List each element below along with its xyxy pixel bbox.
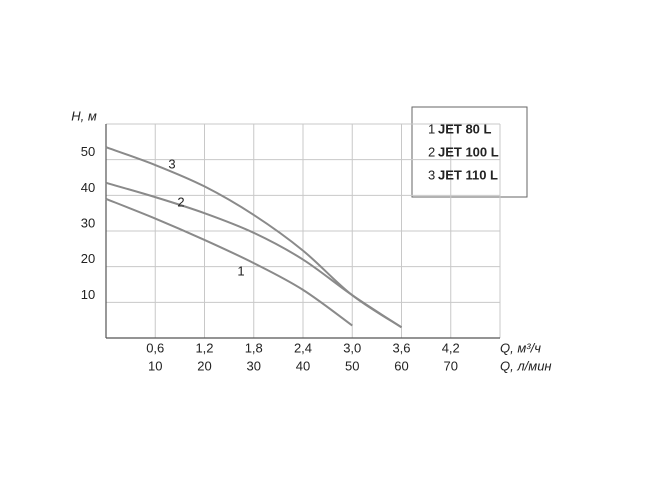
legend-number: 2 <box>428 144 435 159</box>
legend-number: 1 <box>428 121 435 136</box>
y-tick-label: 20 <box>81 251 95 266</box>
x-tick-label: 1,2 <box>195 340 213 355</box>
x-tick-label: 2,4 <box>294 340 312 355</box>
curve-label: 2 <box>177 194 184 209</box>
y-axis-label: H, м <box>71 108 97 123</box>
x2-tick-label: 50 <box>345 358 359 373</box>
legend-number: 3 <box>428 167 435 182</box>
x2-tick-label: 40 <box>296 358 310 373</box>
y-tick-label: 50 <box>81 144 95 159</box>
x2-tick-label: 70 <box>444 358 458 373</box>
legend-label: JET 110 L <box>438 167 498 182</box>
x2-tick-label: 30 <box>247 358 261 373</box>
curve-label: 3 <box>168 156 175 171</box>
legend-label: JET 100 L <box>438 144 499 159</box>
x-tick-label: 3,6 <box>392 340 410 355</box>
legend-box <box>411 106 528 198</box>
curve <box>105 197 353 327</box>
curve-label: 1 <box>237 263 244 278</box>
x-tick-label: 4,2 <box>442 340 460 355</box>
x-tick-label: 3,0 <box>343 340 361 355</box>
x2-axis-label: Q, л/мин <box>500 358 552 373</box>
x-tick-label: 1,8 <box>245 340 263 355</box>
x-axis-label: Q, м³/ч <box>500 340 541 355</box>
y-tick-label: 30 <box>81 215 95 230</box>
y-tick-label: 40 <box>81 180 95 195</box>
y-tick-label: 10 <box>81 287 95 302</box>
legend-label: JET 80 L <box>438 121 492 136</box>
x2-tick-label: 60 <box>394 358 408 373</box>
x-tick-label: 0,6 <box>146 340 164 355</box>
x2-tick-label: 20 <box>197 358 211 373</box>
x2-tick-label: 10 <box>148 358 162 373</box>
curve <box>105 146 403 329</box>
